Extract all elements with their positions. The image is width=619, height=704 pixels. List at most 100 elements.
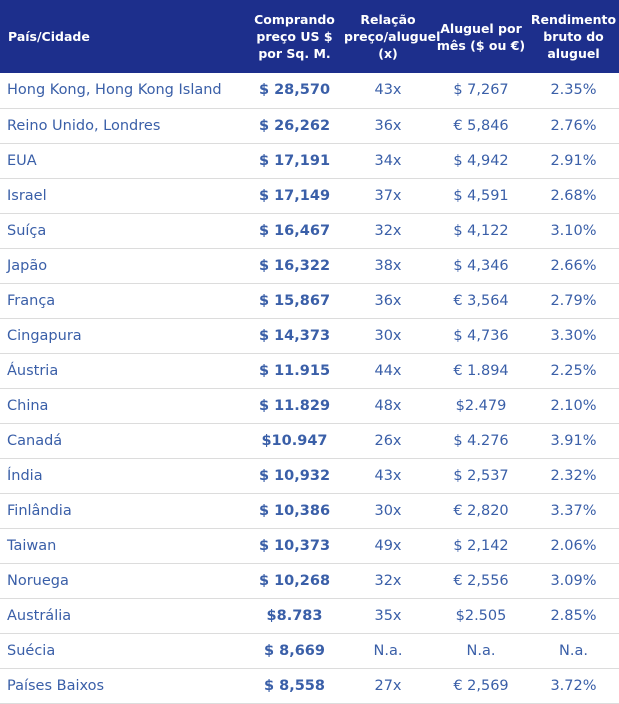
header-row: País/Cidade Comprando preço US $ por Sq.… — [0, 0, 619, 73]
cell-price: $ 11.915 — [258, 362, 331, 379]
cell-ratio: 43x — [374, 82, 402, 99]
cell-country: Israel — [7, 187, 47, 204]
table-row: Índia $ 10,932 43x $ 2,537 2.32% — [0, 458, 619, 493]
table-row: Áustria $ 11.915 44x € 1.894 2.25% — [0, 353, 619, 388]
cell-yield: 3.10% — [550, 222, 597, 239]
cell-rent: $ 4,346 — [453, 257, 509, 274]
cell-country: Suécia — [7, 642, 56, 659]
cell-yield: 2.35% — [550, 82, 597, 99]
cell-ratio: 30x — [374, 502, 402, 519]
table-header: País/Cidade Comprando preço US $ por Sq.… — [0, 0, 619, 73]
cell-price: $8.783 — [266, 607, 323, 624]
header-price: Comprando preço US $ por Sq. M. — [254, 12, 335, 61]
cell-rent: $ 4,942 — [453, 152, 509, 169]
cell-price: $ 10,932 — [258, 467, 331, 484]
cell-ratio: 32x — [374, 572, 402, 589]
cell-yield: 3.37% — [550, 502, 597, 519]
cell-country: Austrália — [7, 607, 72, 624]
cell-yield: 2.06% — [550, 537, 597, 554]
table-row: França $ 15,867 36x € 3,564 2.79% — [0, 283, 619, 318]
cell-country: Noruega — [7, 572, 69, 589]
table-row: Israel $ 17,149 37x $ 4,591 2.68% — [0, 178, 619, 213]
table-row: Canadá $10.947 26x $ 4.276 3.91% — [0, 423, 619, 458]
cell-rent: € 2,820 — [453, 502, 509, 519]
cell-price: $ 14,373 — [258, 327, 331, 344]
table-body: Hong Kong, Hong Kong Island $ 28,570 43x $ … — [0, 73, 619, 703]
cell-country: Canadá — [7, 432, 63, 449]
header-yield: Rendimento bruto do aluguel — [530, 12, 617, 61]
cell-yield: 2.32% — [550, 467, 597, 484]
cell-yield: 2.91% — [550, 152, 597, 169]
table-row: Reino Unido, Londres $ 26,262 36x € 5,846 2.… — [0, 108, 619, 143]
cell-yield: 2.10% — [550, 397, 597, 414]
cell-country: Reino Unido, Londres — [7, 117, 161, 134]
header-country: País/Cidade — [8, 29, 90, 44]
cell-yield: 3.72% — [550, 677, 597, 694]
cell-ratio: 30x — [374, 327, 402, 344]
table-row: China $ 11.829 48x $2.479 2.10% — [0, 388, 619, 423]
cell-country: Suíça — [7, 222, 47, 239]
cell-ratio: 49x — [374, 537, 402, 554]
cell-price: $ 17,149 — [258, 187, 331, 204]
cell-yield: 2.76% — [550, 117, 597, 134]
cell-ratio: 43x — [374, 467, 402, 484]
cell-ratio: 48x — [374, 397, 402, 414]
cell-yield: 3.91% — [550, 432, 597, 449]
cell-price: $ 10,373 — [258, 537, 331, 554]
cell-rent: $ 4,736 — [453, 327, 509, 344]
cell-country: Hong Kong, Hong Kong Island — [7, 82, 222, 99]
cell-ratio: 26x — [374, 432, 402, 449]
header-ratio: Relação preço/aluguel (x) — [344, 12, 441, 61]
cell-price: $ 16,467 — [258, 222, 331, 239]
cell-country: Cingapura — [7, 327, 82, 344]
cell-rent: € 1.894 — [453, 362, 509, 379]
cell-rent: € 3,564 — [453, 292, 509, 309]
cell-ratio: 27x — [374, 677, 402, 694]
cell-ratio: 37x — [374, 187, 402, 204]
cell-price: $ 26,262 — [258, 117, 331, 134]
cell-ratio: N.a. — [373, 642, 403, 659]
cell-yield: 3.30% — [550, 327, 597, 344]
table-row: Noruega $ 10,268 32x € 2,556 3.09% — [0, 563, 619, 598]
cell-yield: 2.66% — [550, 257, 597, 274]
cell-rent: N.a. — [466, 642, 496, 659]
cell-yield: 2.68% — [550, 187, 597, 204]
cell-ratio: 32x — [374, 222, 402, 239]
cell-rent: $ 4,591 — [453, 187, 509, 204]
table-row: Países Baixos $ 8,558 27x € 2,569 3.72% — [0, 668, 619, 703]
table-row: Taiwan $ 10,373 49x $ 2,142 2.06% — [0, 528, 619, 563]
cell-rent: $ 4.276 — [453, 432, 509, 449]
cell-ratio: 35x — [374, 607, 402, 624]
cell-rent: $ 7,267 — [453, 82, 509, 99]
cell-rent: $ 2,537 — [453, 467, 509, 484]
cell-rent: € 2,569 — [453, 677, 509, 694]
cell-price: $ 28,570 — [258, 82, 331, 99]
cell-rent: $ 2,142 — [453, 537, 509, 554]
cell-price: $ 16,322 — [258, 257, 331, 274]
cell-country: França — [7, 292, 56, 309]
table-row: Cingapura $ 14,373 30x $ 4,736 3.30% — [0, 318, 619, 353]
cell-price: $ 11.829 — [258, 397, 331, 414]
table-row: Suécia $ 8,669 N.a. N.a. N.a. — [0, 633, 619, 668]
table-row: EUA $ 17,191 34x $ 4,942 2.91% — [0, 143, 619, 178]
cell-country: China — [7, 397, 49, 414]
cell-ratio: 34x — [374, 152, 402, 169]
cell-yield: 2.25% — [550, 362, 597, 379]
header-rent: Aluguel por mês ($ ou €) — [436, 20, 526, 53]
cell-price: $ 10,386 — [258, 502, 331, 519]
cell-country: Áustria — [7, 362, 59, 379]
cell-country: Índia — [7, 467, 43, 484]
cell-ratio: 36x — [374, 117, 402, 134]
cell-yield: 2.85% — [550, 607, 597, 624]
cell-price: $ 17,191 — [258, 152, 331, 169]
cell-price: $10.947 — [261, 432, 328, 449]
cell-rent: $2.479 — [455, 397, 507, 414]
table-row: Hong Kong, Hong Kong Island $ 28,570 43x $ … — [0, 73, 619, 108]
cell-ratio: 36x — [374, 292, 402, 309]
cell-ratio: 38x — [374, 257, 402, 274]
cell-price: $ 8,669 — [263, 642, 325, 659]
cell-country: Países Baixos — [7, 677, 105, 694]
table-row: Finlândia $ 10,386 30x € 2,820 3.37% — [0, 493, 619, 528]
cell-ratio: 44x — [374, 362, 402, 379]
